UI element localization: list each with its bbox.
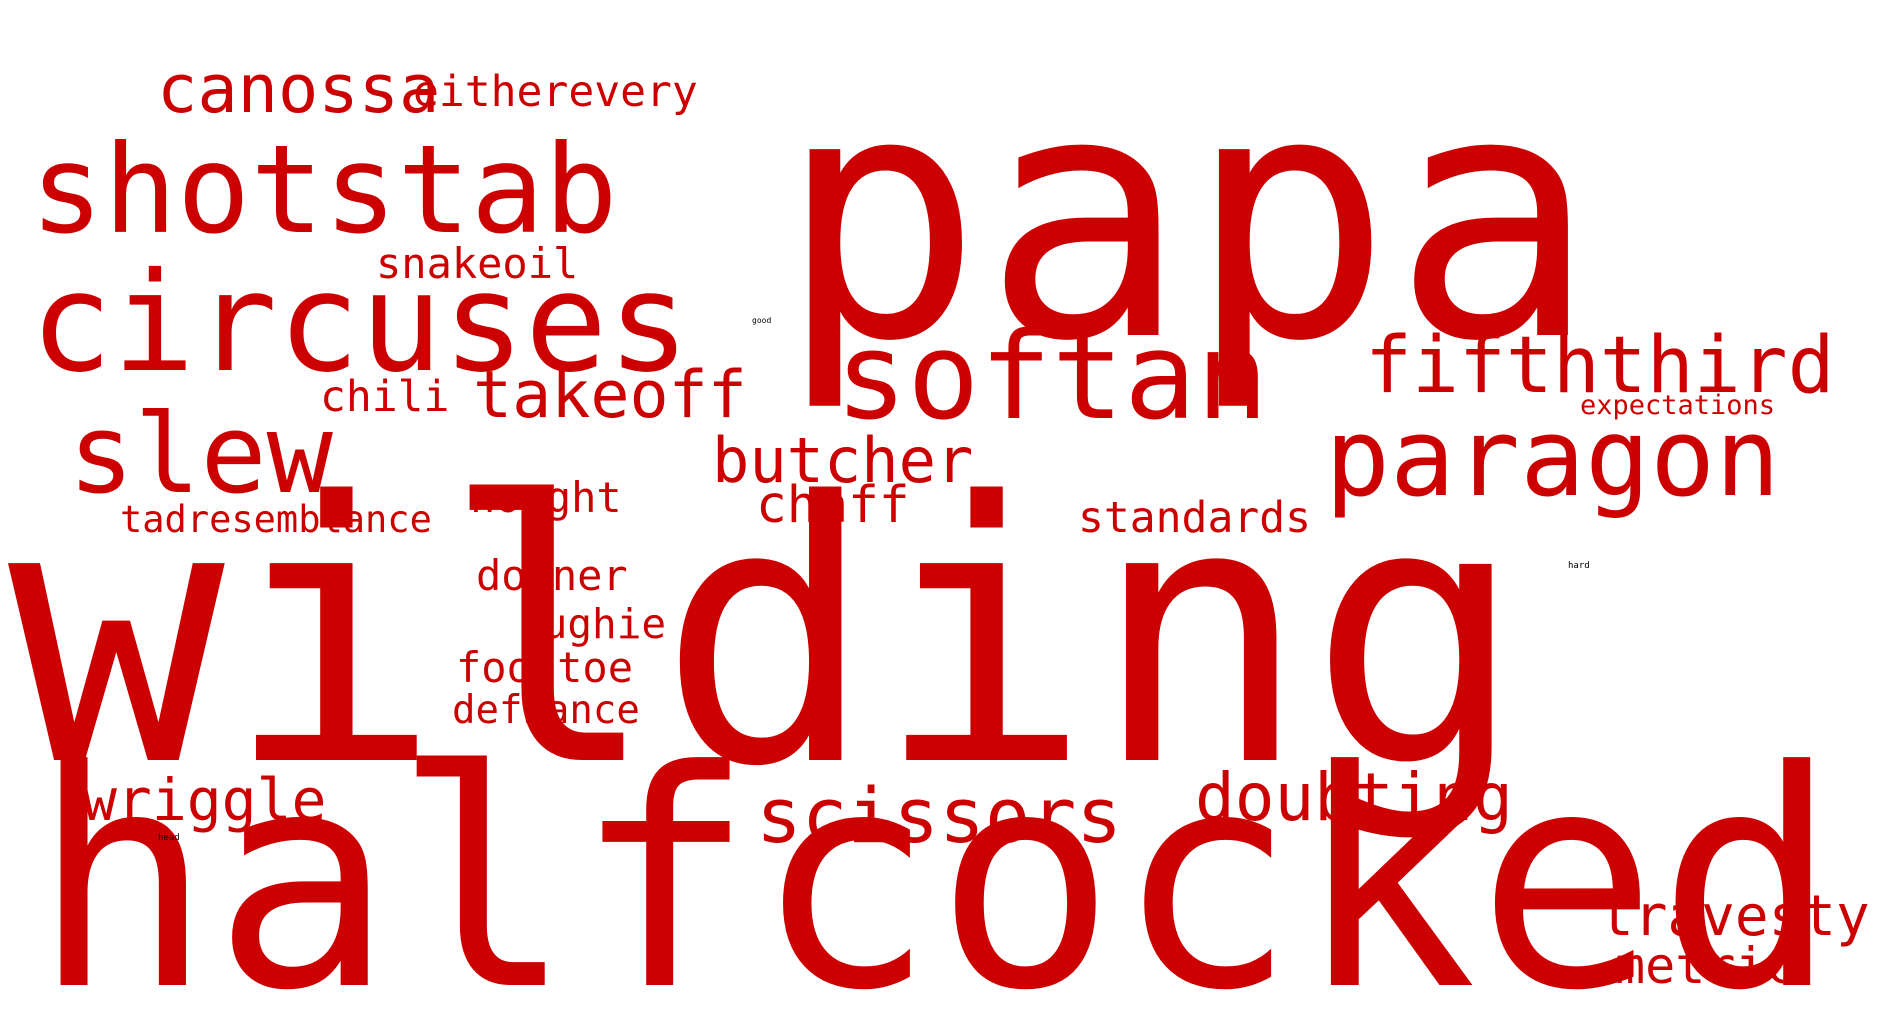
cloud-word-travesty: travesty — [1600, 884, 1870, 949]
cloud-word-nought: nought — [470, 473, 622, 522]
cloud-word-downer: downer — [476, 551, 628, 600]
cloud-word-head: head — [158, 833, 180, 843]
cloud-word-eitherevery: eitherevery — [413, 67, 698, 117]
cloud-word-canossa: canossa — [157, 50, 439, 128]
cloud-word-hard: hard — [1568, 561, 1590, 571]
cloud-word-paragon: paragon — [1325, 396, 1780, 521]
cloud-word-expectations: expectations — [1580, 390, 1775, 421]
cloud-word-softan: softan — [835, 308, 1268, 447]
cloud-word-scissors: scissors — [756, 771, 1122, 860]
cloud-word-foottoe: foottoe — [456, 643, 633, 692]
cloud-word-butcher: butcher — [712, 424, 973, 497]
cloud-word-metric: metric — [1615, 937, 1796, 995]
cloud-word-takeoff: takeoff — [473, 358, 747, 433]
cloud-word-standards: standards — [1078, 493, 1311, 543]
cloud-word-papa: papa — [778, 20, 1597, 416]
cloud-word-circuses: circuses — [30, 244, 690, 403]
cloud-word-fifththird: fifththird — [1365, 321, 1835, 411]
cloud-word-halfcocked: halfcocked — [32, 707, 1838, 1010]
cloud-word-good: good — [752, 316, 771, 325]
cloud-word-snakeoil: snakeoil — [376, 239, 578, 288]
cloud-word-chaff: chaff — [756, 476, 910, 535]
cloud-word-wilding: wilding — [8, 426, 1525, 845]
cloud-word-hughie: hughie — [518, 600, 666, 648]
cloud-word-slew: slew — [68, 390, 334, 518]
cloud-word-wriggle: wriggle — [82, 766, 326, 834]
cloud-word-shotstab: shotstab — [30, 119, 618, 261]
cloud-word-chili: chili — [320, 372, 449, 422]
cloud-word-tadresemblance: tadresemblance — [120, 498, 432, 541]
cloud-word-defiance: defiance — [452, 688, 640, 733]
cloud-word-doubting: doubting — [1195, 759, 1513, 836]
